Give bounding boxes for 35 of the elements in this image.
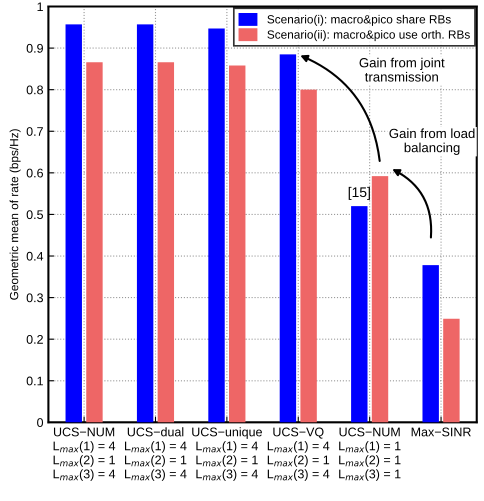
y-tick-label: 0.6 [26,168,43,178]
bar [443,318,460,422]
bar [158,62,174,422]
y-tick-label: 0.4 [26,252,44,261]
bar [280,54,296,422]
y-tick-label: 0.1 [26,376,43,386]
x-tick-label: Max−SINR [412,428,471,436]
category-label: UCS−NUM L$_{max}$(1) = 1 L$_{max}$(2) = 1 L$_{max}$(3) = 1 [339,428,400,481]
legend-label: Scenario(ii): macro&pico use orth. RBs [267,30,470,42]
y-tick-label: 0.7 [26,127,43,136]
category-label: UCS−dual L$_{max}$(1) = 4 L$_{max}$(2) = 1 L$_{max}$(3) = 4 [125,427,187,481]
bar [136,24,154,422]
annotation: Gain from load balancing [389,128,474,155]
y-axis-title: Geometric mean of rate (bps/Hz) [10,129,21,300]
legend-label: Scenario(i): macro&pico share RBs [267,14,451,26]
annotation: [15] [348,186,370,200]
category-label: UCS−VQ L$_{max}$(1) = 4 L$_{max}$(2) = 1 L$_{max}$(3) = 4 [268,428,330,481]
y-tick-label: 1 [38,2,43,12]
bar [372,176,388,422]
annotation: Gain from joint transmission [360,58,445,82]
y-tick-label: 0 [37,418,44,427]
bar [66,24,82,422]
y-tick-label: 0.8 [26,85,43,94]
y-tick-label: 0.3 [26,293,43,302]
bar [86,62,103,422]
bar [208,28,225,422]
y-tick-label: 0.9 [26,44,43,53]
y-tick-label: 0.5 [26,210,44,220]
bar [229,66,246,422]
bar [422,265,439,422]
bar [300,90,317,422]
category-label: UCS−unique L$_{max}$(1) = 4 L$_{max}$(2) = 1 L$_{max}$(3) = 4 [192,427,262,481]
bar [351,206,368,422]
category-label: UCS−NUM L$_{max}$(1) = 4 L$_{max}$(2) = 1 L$_{max}$(3) = 4 [54,428,116,481]
y-tick-label: 0.2 [26,334,43,344]
